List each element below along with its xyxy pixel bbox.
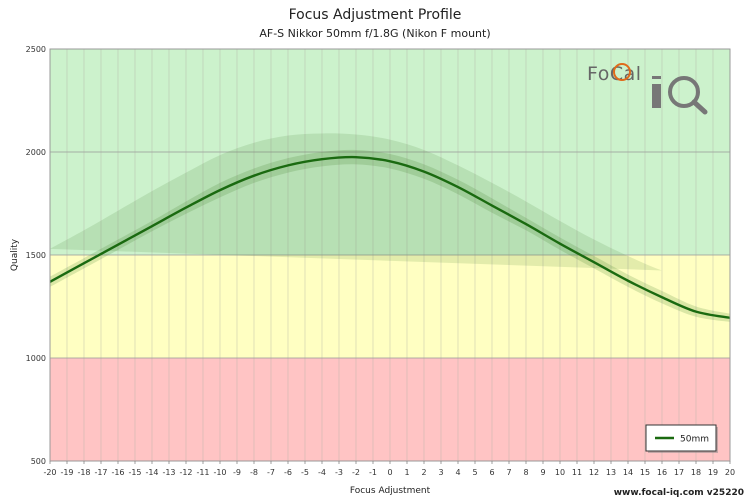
chart-subtitle: AF-S Nikkor 50mm f/1.8G (Nikon F mount) xyxy=(259,27,491,40)
x-tick-label: -1 xyxy=(369,468,377,477)
x-tick-label: -2 xyxy=(352,468,360,477)
x-axis-label: Focus Adjustment xyxy=(350,486,431,496)
logo-i-dot xyxy=(652,76,661,79)
x-tick-label: -6 xyxy=(284,468,292,477)
x-tick-label: -3 xyxy=(335,468,343,477)
x-tick-label: 1 xyxy=(404,468,409,477)
x-tick-label: -10 xyxy=(213,468,226,477)
x-tick-label: -4 xyxy=(318,468,326,477)
x-tick-label: -14 xyxy=(145,468,158,477)
legend-entry: 50mm xyxy=(680,435,709,445)
x-tick-label: 9 xyxy=(540,468,545,477)
footer-credit: www.focal-iq.com v25220 xyxy=(613,488,744,498)
x-tick-label: 17 xyxy=(674,468,684,477)
confidence-band-inner xyxy=(50,149,730,322)
x-tick-label: 13 xyxy=(606,468,616,477)
x-tick-label: -13 xyxy=(162,468,175,477)
x-tick-label: -5 xyxy=(301,468,309,477)
x-tick-label: 5 xyxy=(472,468,477,477)
x-tick-label: -20 xyxy=(43,468,56,477)
y-tick-label: 1500 xyxy=(26,251,46,260)
x-tick-label: 10 xyxy=(555,468,565,477)
x-tick-label: -15 xyxy=(128,468,141,477)
x-tick-label: 0 xyxy=(387,468,392,477)
x-tick-label: 8 xyxy=(523,468,528,477)
x-tick-label: -17 xyxy=(94,468,107,477)
x-tick-label: -11 xyxy=(196,468,209,477)
x-tick-label: 14 xyxy=(623,468,633,477)
y-tick-label: 500 xyxy=(31,457,46,466)
x-tick-label: -16 xyxy=(111,468,124,477)
x-tick-label: -12 xyxy=(179,468,192,477)
confidence-band xyxy=(50,133,730,322)
x-tick-label: 19 xyxy=(708,468,718,477)
x-axis: -20 -19 -18 -17 -16 -15 -14 -13 -12 -11 -10 -9 -8 -7-… xyxy=(43,461,735,477)
series-line-0 xyxy=(49,155,731,320)
x-tick-label: 4 xyxy=(455,468,460,477)
logo-i-stem xyxy=(652,84,661,108)
x-tick-label: 3 xyxy=(438,468,443,477)
x-tick-label: 2 xyxy=(421,468,426,477)
x-tick-label: 12 xyxy=(589,468,599,477)
magnifier-icon xyxy=(668,76,708,115)
logo-orange-ring xyxy=(613,63,631,81)
y-tick-label: 2500 xyxy=(26,45,46,54)
y-tick-label: 1000 xyxy=(26,354,46,363)
x-tick-label: 16 xyxy=(657,468,667,477)
series-lines xyxy=(49,155,731,320)
x-tick-label: 11 xyxy=(572,468,582,477)
x-tick-label: -18 xyxy=(77,468,90,477)
x-tick-label: -19 xyxy=(60,468,73,477)
y-axis: 500 1000 1500 2000 2500 xyxy=(26,45,46,466)
x-tick-label: 20 xyxy=(725,468,735,477)
x-tick-label: -7 xyxy=(267,468,275,477)
x-tick-label: -8 xyxy=(250,468,258,477)
x-tick-label: 7 xyxy=(506,468,511,477)
x-tick-label: 15 xyxy=(640,468,650,477)
focal-logo: FoCal iQ xyxy=(587,63,708,115)
chart-title: Focus Adjustment Profile xyxy=(288,7,462,23)
y-axis-label: Quality xyxy=(10,238,20,271)
y-tick-label: 2000 xyxy=(26,148,46,157)
x-tick-label: 18 xyxy=(691,468,701,477)
x-tick-label: -9 xyxy=(233,468,241,477)
x-tick-label: 6 xyxy=(489,468,494,477)
confidence-band-outer xyxy=(50,133,662,271)
legend: 50mm xyxy=(645,424,718,453)
